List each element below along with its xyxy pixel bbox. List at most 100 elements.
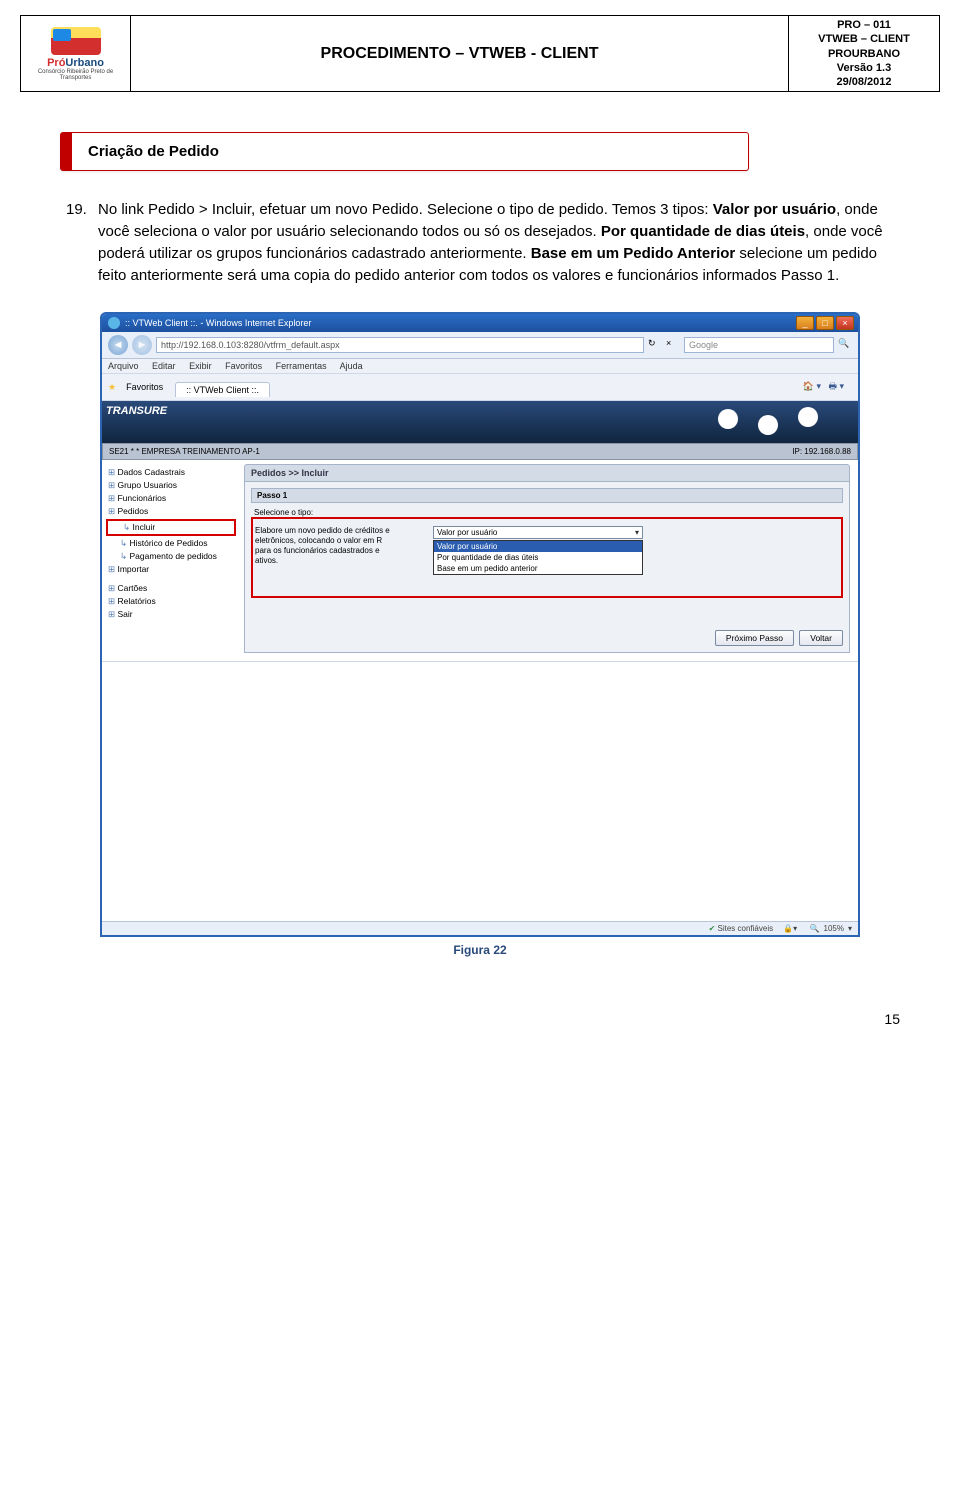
minimize-button[interactable]: _ [796,316,814,330]
back-button[interactable]: ◄ [108,335,128,355]
logo-red: Pró [47,57,65,69]
menu-editar[interactable]: Editar [152,361,176,371]
sidebar-item-grupo[interactable]: Grupo Usuarios [106,479,236,492]
breadcrumb-left: SE21 * * EMPRESA TREINAMENTO AP-1 [109,447,260,456]
close-button[interactable]: × [836,316,854,330]
form-description: Elabore um novo pedido de créditos e ele… [255,526,425,566]
trusted-sites-label[interactable]: Sites confiáveis [709,924,774,933]
sidebar-item-incluir[interactable]: Incluir [109,521,233,534]
sidebar-item-pagamento[interactable]: Pagamento de pedidos [106,550,236,563]
step-19: 19. No link Pedido > Incluir, efetuar um… [66,199,894,286]
forward-button[interactable]: ► [132,335,152,355]
meta-line-1: PRO – 011 [793,18,935,32]
text-bold-1: Valor por usuário [713,201,836,218]
breadcrumb-bar: SE21 * * EMPRESA TREINAMENTO AP-1 IP: 19… [102,443,858,460]
favorites-bar: ★ Favoritos :: VTWeb Client ::. 🏠 ▾ 🖶 ▾ [102,374,858,401]
banner-star-icon [798,407,818,427]
breadcrumb-right: IP: 192.168.0.88 [792,447,851,456]
browser-tab[interactable]: :: VTWeb Client ::. [175,382,270,397]
highlight-box-incluir: Incluir [106,519,236,536]
form-row: Elabore um novo pedido de créditos e ele… [255,526,839,566]
logo-cell: PróUrbano Consórcio Ribeirão Preto de Tr… [21,16,131,91]
sidebar-item-importar[interactable]: Importar [106,563,236,576]
maximize-button[interactable]: □ [816,316,834,330]
address-bar-row: ◄ ► http://192.168.0.103:8280/vtfrm_defa… [102,332,858,359]
menu-exibir[interactable]: Exibir [189,361,212,371]
meta-line-4: Versão 1.3 [793,61,935,75]
option-valor-usuario[interactable]: Valor por usuário [434,541,642,552]
sidebar-item-sair[interactable]: Sair [106,608,236,621]
text-bold-2: Por quantidade de dias úteis [601,223,805,240]
menu-ferramentas[interactable]: Ferramentas [276,361,327,371]
text-seg-1: No link Pedido > Incluir, efetuar um nov… [98,201,713,218]
banner-star-icon [718,409,738,429]
favorites-label[interactable]: Favoritos [126,382,163,392]
search-icon[interactable]: 🔍 [838,338,852,352]
app-banner: TRANSURE [102,401,858,443]
stop-icon[interactable]: × [666,338,680,352]
banner-star-icon [758,415,778,435]
logo-blue: Urbano [65,57,104,69]
refresh-icon[interactable]: ↻ [648,338,662,352]
option-dias-uteis[interactable]: Por quantidade de dias úteis [434,552,642,563]
search-field[interactable]: Google [684,337,834,353]
figure-caption: Figura 22 [100,943,860,957]
logo: PróUrbano Consórcio Ribeirão Preto de Tr… [25,27,126,81]
tipo-select[interactable]: Valor por usuário ▾ [433,526,643,539]
browser-menubar: Arquivo Editar Exibir Favoritos Ferramen… [102,359,858,374]
desc-l4: ativos. [255,556,425,566]
text-bold-3: Base em um Pedido Anterior [531,245,736,262]
doc-header-row: PróUrbano Consórcio Ribeirão Preto de Tr… [21,16,939,91]
main-panel: Pedidos >> Incluir Passo 1 Selecione o t… [240,460,858,661]
body-text: 19. No link Pedido > Incluir, efetuar um… [60,199,900,286]
content-area: Criação de Pedido 19. No link Pedido > I… [0,92,960,981]
doc-title: PROCEDIMENTO – VTWEB - CLIENT [131,16,789,91]
menu-arquivo[interactable]: Arquivo [108,361,139,371]
doc-header-frame: PróUrbano Consórcio Ribeirão Preto de Tr… [20,15,940,92]
sidebar-item-dados[interactable]: Dados Cadastrais [106,466,236,479]
url-field[interactable]: http://192.168.0.103:8280/vtfrm_default.… [156,337,644,353]
highlight-box-form: Elabore um novo pedido de créditos e ele… [251,517,843,598]
print-icon[interactable]: 🖶 ▾ [828,381,844,391]
desc-l3: para os funcionários cadastrados e [255,546,425,556]
zoom-caret-icon: ▾ [848,924,852,933]
meta-line-2: VTWEB – CLIENT [793,32,935,46]
sidebar-item-historico[interactable]: Histórico de Pedidos [106,537,236,550]
star-icon[interactable]: ★ [108,382,116,393]
logo-graphic [51,27,101,55]
menu-favoritos[interactable]: Favoritos [225,361,262,371]
tipo-dropdown: Valor por usuário Por quantidade de dias… [433,540,643,575]
window-controls: _ □ × [796,316,854,330]
step-text: No link Pedido > Incluir, efetuar um nov… [98,199,894,286]
menu-ajuda[interactable]: Ajuda [340,361,363,371]
zoom-control[interactable]: 🔒▾ 🔍 105% ▾ [783,924,852,933]
browser-window: :: VTWeb Client ::. - Windows Internet E… [100,312,860,937]
option-pedido-anterior[interactable]: Base em um pedido anterior [434,563,642,574]
app-main: Dados Cadastrais Grupo Usuarios Funcioná… [102,460,858,661]
button-row: Próximo Passo Voltar [251,630,843,646]
sidebar-item-relatorios[interactable]: Relatórios [106,595,236,608]
tipo-select-wrap: Valor por usuário ▾ Valor por usuário Po… [433,526,643,539]
window-title: :: VTWeb Client ::. - Windows Internet E… [125,318,311,328]
tab-label: :: VTWeb Client ::. [186,385,259,395]
zoom-value: 105% [824,924,844,933]
status-bar: Sites confiáveis 🔒▾ 🔍 105% ▾ [102,921,858,935]
panel-title: Pedidos >> Incluir [244,464,850,482]
sidebar-item-cartoes[interactable]: Cartões [106,582,236,595]
sidebar-item-funcionarios[interactable]: Funcionários [106,492,236,505]
section-heading: Criação de Pedido [60,132,749,171]
row-label: Selecione o tipo: [251,503,843,517]
window-titlebar[interactable]: :: VTWeb Client ::. - Windows Internet E… [102,314,858,332]
app-banner-logo: TRANSURE [106,405,167,417]
sidebar-item-pedidos[interactable]: Pedidos [106,505,236,518]
meta-line-3: PROURBANO [793,47,935,61]
desc-l1: Elabore um novo pedido de créditos e [255,526,425,536]
page-body: TRANSURE SE21 * * EMPRESA TREINAMENTO AP… [102,401,858,661]
zoom-icon: 🔍 [810,924,820,933]
page-number: 15 [0,981,960,1057]
screenshot-figure: :: VTWeb Client ::. - Windows Internet E… [100,312,860,957]
home-icon[interactable]: 🏠 ▾ [803,381,821,391]
proximo-passo-button[interactable]: Próximo Passo [715,630,794,646]
voltar-button[interactable]: Voltar [799,630,843,646]
panel-body: Passo 1 Selecione o tipo: Elabore um nov… [244,482,850,653]
